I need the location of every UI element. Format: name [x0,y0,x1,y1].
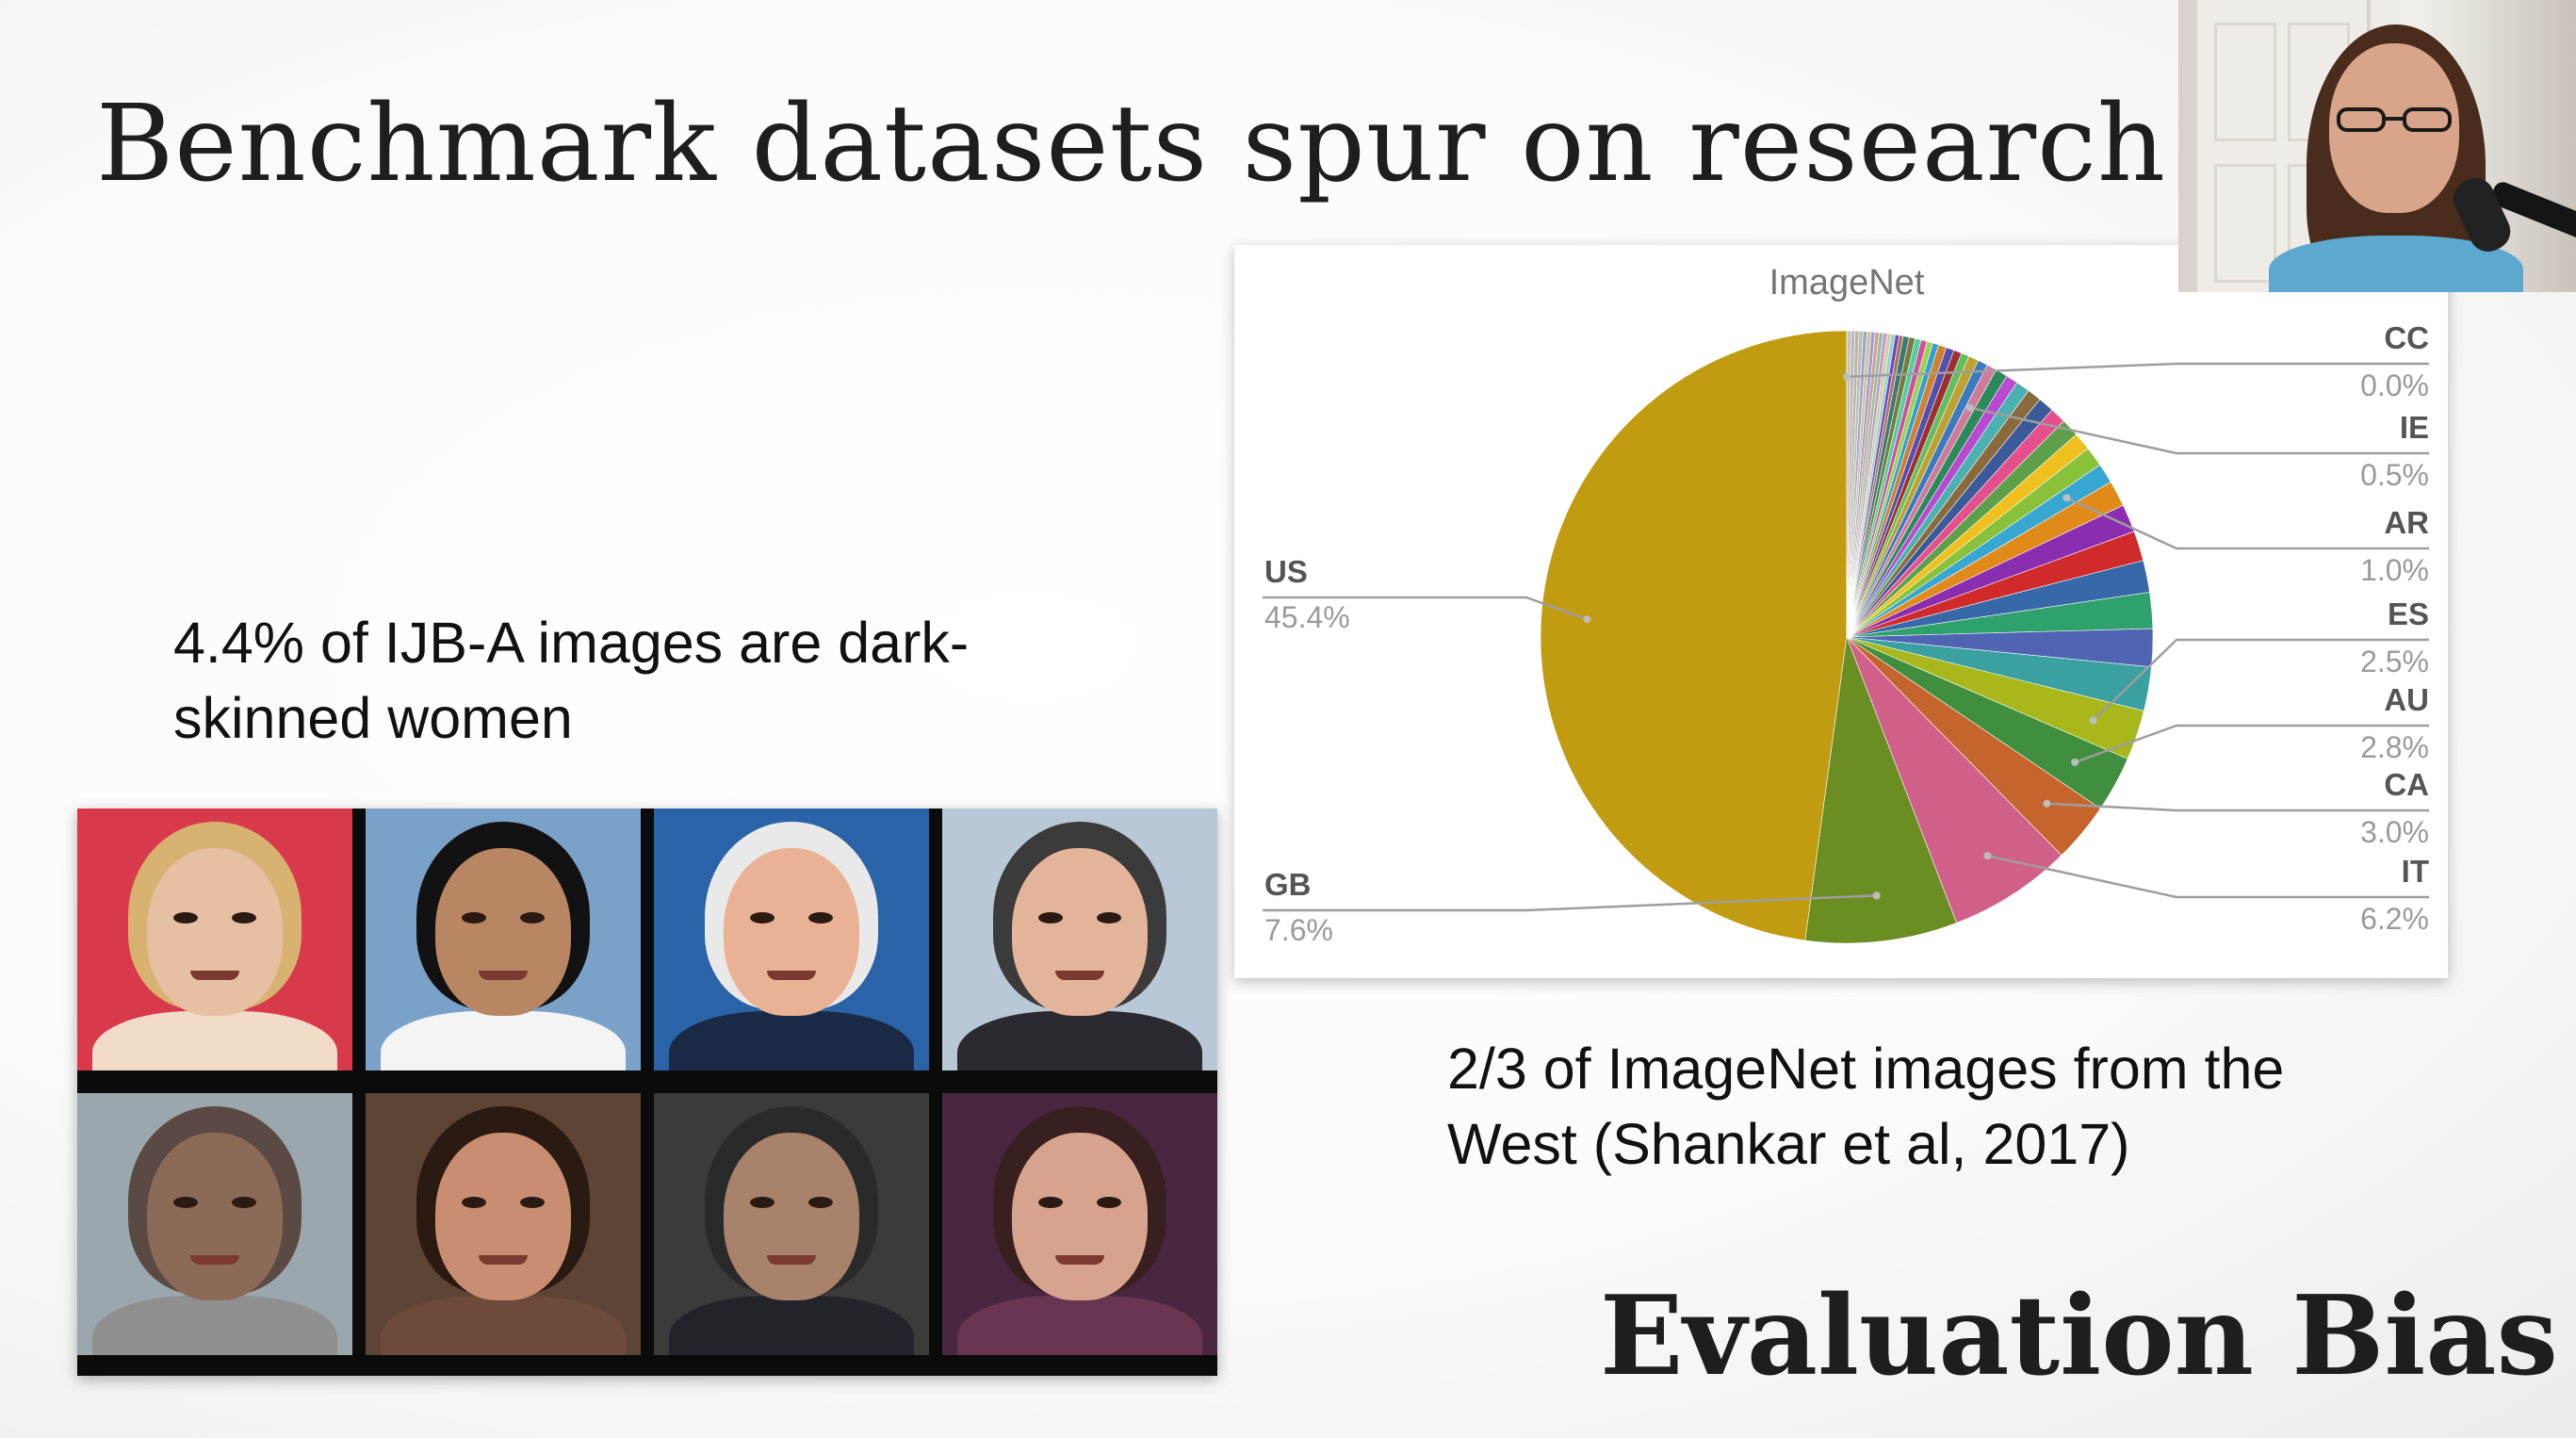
pie-slice-gb [1804,636,1957,944]
callout-label: CA [2384,767,2429,802]
callout-label: GB [1264,867,1312,902]
callout-line [1263,894,1877,912]
ijba-face-grid [77,809,1217,1376]
ijba-caption: 4.4% of IJB-A images are dark-skinned wo… [173,611,970,750]
imagenet-pie-chart: ImageNet US 45.4% GB 7.6% CC 0.0% IE 0.5% AR 1.0% E… [1234,245,2448,978]
chart-title: ImageNet [1769,263,1925,302]
callout-percent: 0.0% [2360,368,2429,402]
speaker-glasses [2337,107,2452,132]
callout-line [2065,497,2429,550]
callout-label: AU [2384,682,2429,717]
face-photo [942,809,1217,1070]
callout-label: CC [2384,320,2429,355]
callout-percent: 45.4% [1264,600,1350,634]
face-photo [366,1093,641,1355]
face-photo [366,809,641,1070]
callout-percent: 2.5% [2360,645,2429,678]
callout-label: ES [2388,596,2429,631]
evaluation-bias-title: Evaluation Bias [1600,1272,2558,1400]
pie-slice-it [1846,636,2062,923]
speaker-webcam [2178,0,2576,292]
callout-line [2092,638,2429,722]
face-photo [77,809,352,1070]
callout-percent: 2.8% [2360,730,2429,764]
callout-percent: 3.0% [2360,815,2429,849]
callout-label: US [1264,554,1308,589]
callout-dot [1583,615,1591,624]
pie-chart-svg: ImageNet US 45.4% GB 7.6% CC 0.0% IE 0.5% AR 1.0% E… [1263,263,2429,947]
face-photo [77,1093,352,1355]
callout-dot [1872,891,1881,900]
face-photo [942,1093,1217,1355]
callout-label: IT [2402,854,2429,889]
callout-percent: 0.5% [2360,458,2429,492]
callout-percent: 7.6% [1264,913,1333,947]
callout-dot [1965,403,1974,412]
callout-line [2046,802,2429,812]
callout-dot [2062,494,2071,502]
callout-line [2074,724,2429,764]
callout-line [1847,362,2429,378]
callout-line [1263,596,1588,621]
callout-dot [2071,758,2079,766]
pie-slice-us [1540,330,1848,941]
callout-line [1987,855,2429,899]
callout-label: IE [2400,410,2429,445]
slide-title: Benchmark datasets spur on research [96,83,2167,205]
callout-dot [2043,799,2051,808]
face-photo [654,809,929,1070]
callout-percent: 6.2% [2360,902,2429,936]
callout-dot [1983,852,1992,860]
callout-dot [2089,716,2097,725]
callout-percent: 1.0% [2360,553,2429,587]
face-photo [654,1093,929,1355]
callout-dot [1843,372,1851,381]
imagenet-caption: 2/3 of ImageNet images from the West (Sh… [1447,1037,2285,1176]
callout-label: AR [2384,505,2429,540]
callout-line [1969,406,2429,455]
